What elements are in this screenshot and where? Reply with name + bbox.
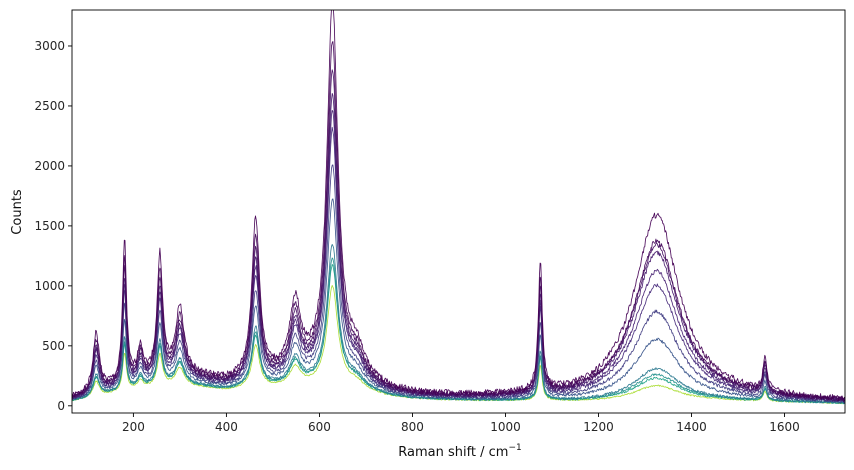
y-tick-label: 1500 — [34, 219, 65, 233]
x-tick-label: 1200 — [583, 420, 614, 434]
y-tick-label: 3000 — [34, 39, 65, 53]
y-tick-label: 500 — [42, 339, 65, 353]
x-tick-label: 200 — [122, 420, 145, 434]
x-tick-label: 400 — [215, 420, 238, 434]
series-line-10 — [72, 257, 845, 405]
y-tick-label: 0 — [57, 399, 65, 413]
series-line-8 — [72, 198, 845, 404]
x-axis-label: Raman shift / cm−1 — [398, 443, 522, 460]
series-line-6 — [72, 126, 845, 403]
series-line-7 — [72, 164, 845, 404]
x-axis-label-superscript: −1 — [508, 443, 521, 453]
y-axis-label: Counts — [10, 189, 25, 235]
y-tick-label: 1000 — [34, 279, 65, 293]
x-tick-label: 1400 — [676, 420, 707, 434]
x-tick-label: 800 — [401, 420, 424, 434]
y-tick-label: 2000 — [34, 159, 65, 173]
y-axis: 0 500 1000 1500 2000 2500 3000 — [34, 39, 72, 413]
x-axis: 200 400 600 800 1000 1200 1400 1600 — [122, 413, 800, 434]
series-line-9 — [72, 243, 845, 405]
series-line-12 — [72, 284, 845, 405]
x-tick-label: 1000 — [490, 420, 521, 434]
series-line-11 — [72, 264, 845, 405]
series-line-2 — [72, 41, 845, 402]
y-tick-label: 2500 — [34, 99, 65, 113]
plot-frame — [71, 9, 846, 414]
x-tick-label: 1600 — [769, 420, 800, 434]
x-tick-label: 600 — [308, 420, 331, 434]
series-line-1 — [72, 10, 845, 401]
series-line-3 — [72, 69, 845, 401]
series-layer — [72, 10, 845, 405]
x-axis-label-text: Raman shift / cm — [398, 445, 508, 460]
